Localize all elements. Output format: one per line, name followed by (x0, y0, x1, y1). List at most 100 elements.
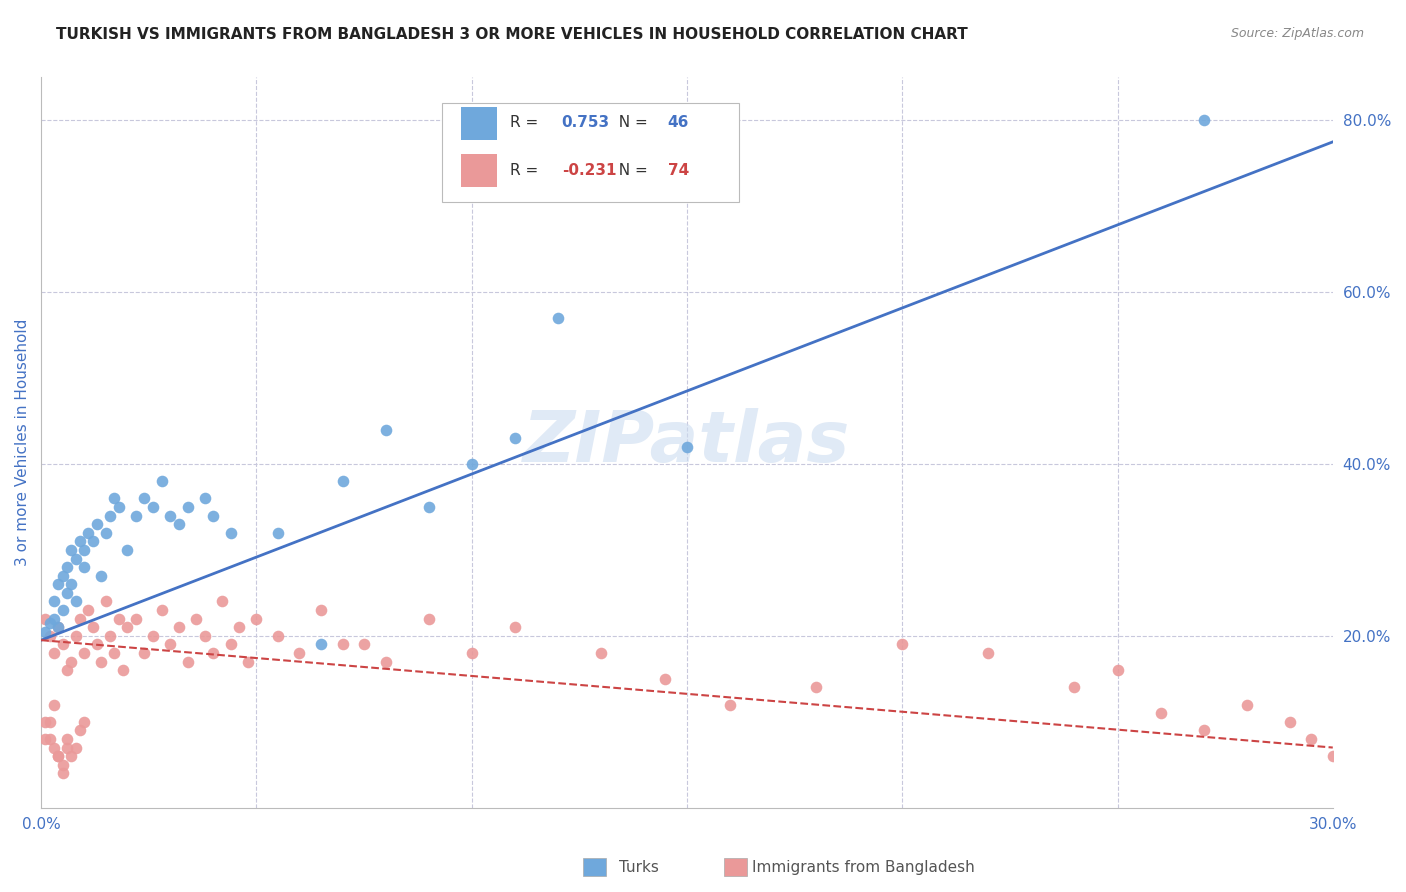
Point (56, 560, 79, 574)
Point (977, 646, 1000, 660)
Point (38, 714, 60, 729)
Y-axis label: 3 or more Vehicles in Household: 3 or more Vehicles in Household (15, 318, 30, 566)
Point (194, 491, 217, 506)
Point (82, 620, 104, 634)
Point (34, 612, 56, 626)
Point (167, 620, 190, 634)
Point (56, 740, 79, 755)
Point (309, 637, 332, 651)
Point (374, 655, 396, 669)
Text: N =: N = (609, 162, 652, 178)
Text: 0.753: 0.753 (561, 115, 610, 130)
Point (142, 629, 165, 643)
Bar (461, 154, 498, 187)
Point (42, 740, 65, 755)
Point (103, 491, 125, 506)
Point (503, 431, 526, 445)
Point (73, 560, 96, 574)
Point (34, 731, 56, 746)
Point (38, 731, 60, 746)
Point (90, 655, 112, 669)
Point (236, 655, 259, 669)
Point (98, 629, 121, 643)
Point (374, 423, 396, 437)
Point (1063, 681, 1085, 695)
Text: Source: ZipAtlas.com: Source: ZipAtlas.com (1230, 27, 1364, 40)
Point (503, 620, 526, 634)
Point (353, 637, 375, 651)
Text: -0.231: -0.231 (561, 162, 616, 178)
Point (804, 681, 827, 695)
Point (73, 543, 96, 558)
Point (65, 594, 87, 608)
Point (1301, 731, 1323, 746)
Point (176, 500, 198, 514)
Point (107, 500, 129, 514)
Point (211, 594, 233, 608)
Point (159, 508, 181, 523)
Point (219, 525, 242, 540)
Point (52, 766, 75, 780)
Text: 74: 74 (668, 162, 689, 178)
Point (46, 577, 69, 591)
Point (460, 646, 482, 660)
Text: 46: 46 (668, 115, 689, 130)
Point (142, 500, 165, 514)
Point (1322, 749, 1344, 764)
Point (460, 457, 482, 471)
FancyBboxPatch shape (441, 103, 738, 202)
Point (150, 603, 173, 617)
Point (34, 714, 56, 729)
Point (107, 612, 129, 626)
Point (184, 612, 207, 626)
Point (52, 637, 75, 651)
Point (77, 525, 100, 540)
Point (718, 698, 741, 712)
Point (309, 603, 332, 617)
Point (654, 672, 676, 686)
Point (202, 508, 225, 523)
Point (42, 612, 65, 626)
Point (159, 637, 181, 651)
Point (69, 723, 91, 738)
Point (176, 655, 198, 669)
Point (219, 637, 242, 651)
Point (46, 620, 69, 634)
Point (56, 663, 79, 677)
Point (94, 594, 117, 608)
Text: Immigrants from Bangladesh: Immigrants from Bangladesh (752, 860, 974, 874)
Point (65, 740, 87, 755)
Point (52, 603, 75, 617)
Point (69, 612, 91, 626)
Point (115, 620, 138, 634)
Point (73, 714, 96, 729)
Point (134, 646, 156, 660)
Point (90, 568, 112, 582)
Point (1278, 714, 1301, 729)
Point (332, 474, 354, 488)
Point (46, 749, 69, 764)
Point (56, 731, 79, 746)
Point (56, 586, 79, 600)
Point (73, 646, 96, 660)
Point (228, 620, 250, 634)
Point (202, 646, 225, 660)
Point (38, 615, 60, 630)
Point (267, 629, 290, 643)
Point (69, 534, 91, 549)
Bar (461, 107, 498, 139)
Point (52, 757, 75, 772)
Point (589, 646, 612, 660)
Point (134, 491, 156, 506)
Point (418, 500, 440, 514)
Point (245, 612, 267, 626)
Point (46, 620, 69, 634)
Point (42, 698, 65, 712)
Point (332, 637, 354, 651)
Point (77, 603, 100, 617)
Point (125, 508, 148, 523)
Point (98, 508, 121, 523)
Point (42, 594, 65, 608)
Point (82, 534, 104, 549)
Point (676, 440, 699, 454)
